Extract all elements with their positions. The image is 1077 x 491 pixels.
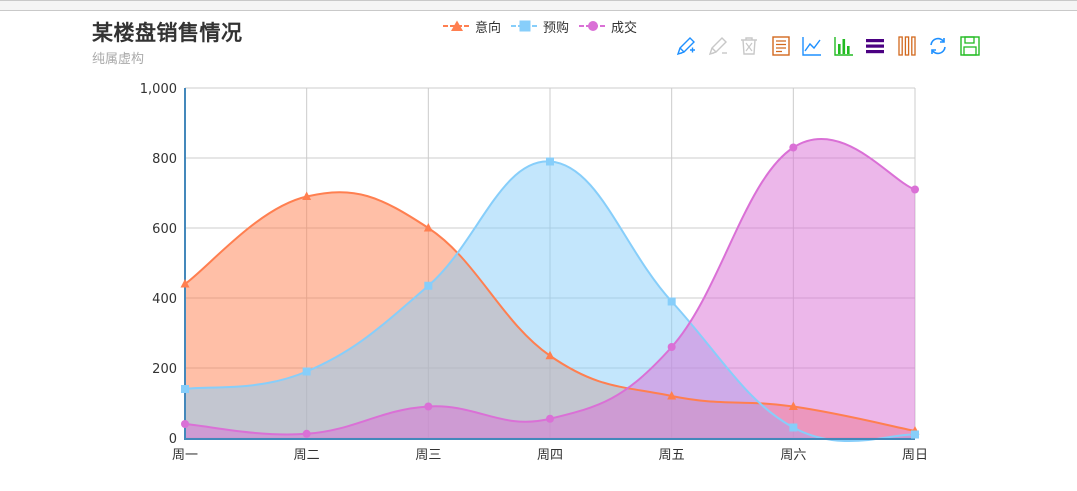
legend-item-yixiang[interactable]: 意向	[443, 17, 501, 36]
data-point-circle[interactable]	[181, 420, 189, 428]
y-tick-label: 600	[152, 222, 177, 237]
mark-clear-icon[interactable]	[737, 34, 761, 58]
data-point-circle[interactable]	[424, 402, 433, 411]
legend-label: 成交	[611, 20, 638, 36]
data-view-icon[interactable]	[769, 34, 793, 58]
bar-chart-icon[interactable]	[832, 34, 856, 58]
data-point-triangle[interactable]	[180, 279, 190, 288]
data-point-triangle[interactable]	[423, 223, 433, 232]
data-point-square[interactable]	[546, 157, 554, 166]
data-point-circle[interactable]	[302, 429, 311, 438]
x-tick-label: 周二	[294, 448, 320, 463]
data-point-circle[interactable]	[911, 185, 919, 194]
legend-label: 意向	[475, 20, 502, 36]
legend-item-yugou[interactable]: 预购	[511, 17, 569, 36]
chart-legend: 意向 预购 成交	[443, 16, 647, 36]
data-point-circle[interactable]	[667, 343, 676, 351]
series-area-3	[185, 138, 915, 439]
triangle-legend-icon	[443, 20, 471, 31]
data-point-triangle[interactable]	[667, 391, 677, 400]
data-point-square[interactable]	[181, 385, 189, 393]
window-top-border	[0, 0, 1077, 11]
data-point-square[interactable]	[424, 281, 433, 290]
y-tick-label: 1,000	[140, 82, 177, 97]
data-point-triangle[interactable]	[788, 401, 798, 411]
legend-item-chengjiao[interactable]: 成交	[579, 17, 637, 36]
chart-toolbox	[674, 34, 989, 58]
x-tick-label: 周一	[172, 448, 198, 463]
x-tick-label: 周六	[780, 448, 806, 463]
x-tick-label: 周日	[902, 448, 928, 463]
line-chart-icon[interactable]	[800, 34, 824, 58]
chart-subtitle: 纯属虚构	[92, 52, 145, 67]
data-point-circle[interactable]	[546, 414, 554, 423]
chart-title: 某楼盘销售情况	[92, 21, 243, 45]
tiled-icon[interactable]	[895, 34, 919, 58]
square-legend-icon	[511, 20, 540, 32]
mark-icon[interactable]	[674, 34, 698, 58]
data-point-square[interactable]	[911, 430, 919, 439]
restore-icon[interactable]	[926, 34, 950, 58]
data-point-square[interactable]	[302, 367, 311, 376]
data-point-square[interactable]	[789, 423, 798, 432]
x-tick-label: 周五	[659, 448, 685, 463]
data-point-triangle[interactable]	[545, 350, 555, 360]
stack-icon[interactable]	[863, 34, 887, 58]
x-tick-label: 周四	[537, 448, 563, 463]
legend-label: 预购	[543, 20, 570, 36]
y-tick-label: 400	[152, 292, 177, 307]
circle-legend-icon	[579, 21, 608, 31]
x-tick-label: 周三	[415, 448, 441, 463]
series-area-2	[185, 161, 915, 442]
data-point-square[interactable]	[667, 297, 676, 306]
y-tick-label: 800	[152, 152, 177, 167]
save-image-icon[interactable]	[958, 34, 982, 58]
data-point-triangle[interactable]	[302, 191, 312, 201]
mark-undo-icon[interactable]	[706, 34, 730, 58]
data-point-circle[interactable]	[789, 143, 798, 152]
y-tick-label: 0	[169, 432, 177, 447]
y-tick-label: 200	[152, 362, 177, 377]
